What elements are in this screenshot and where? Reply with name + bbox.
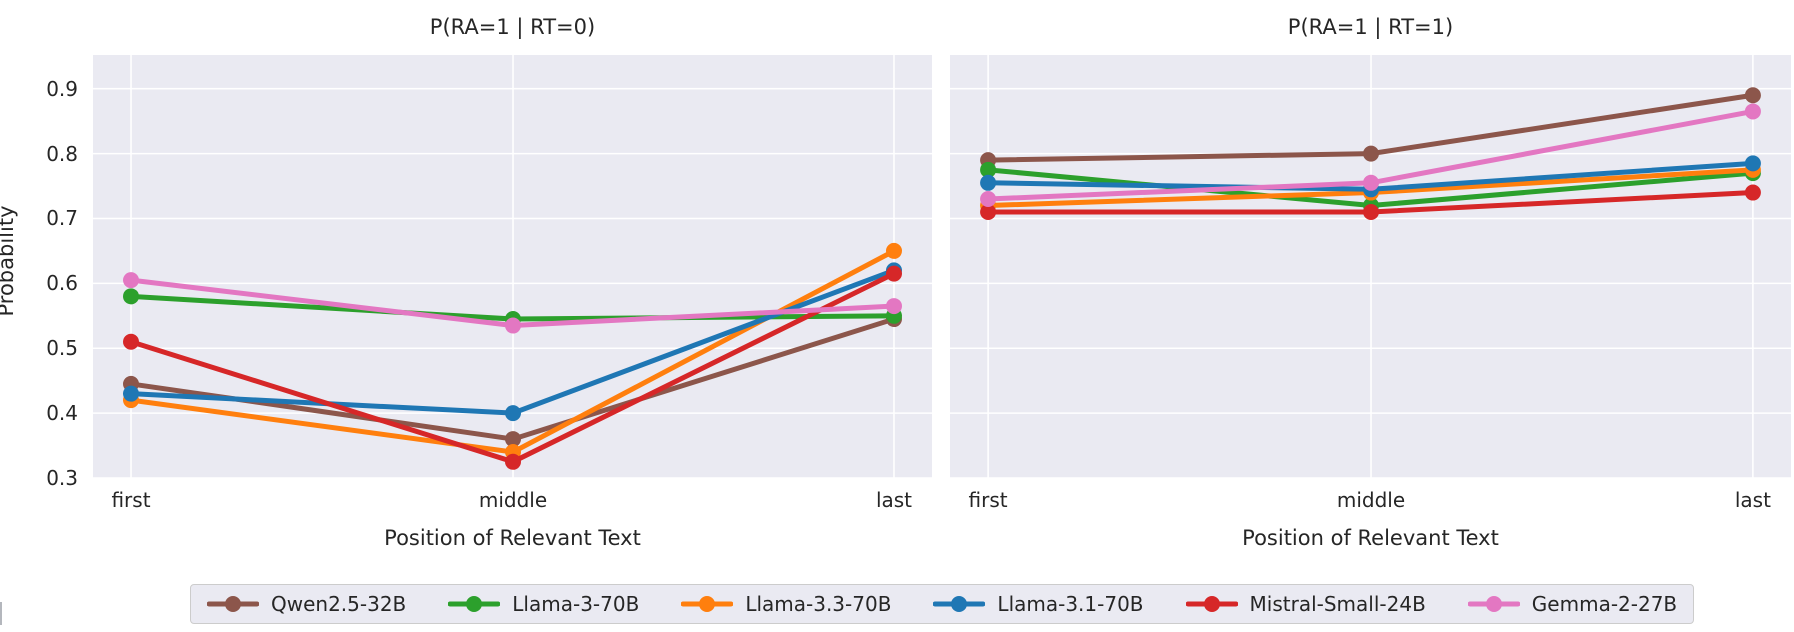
legend-label: Mistral-Small-24B xyxy=(1249,592,1426,616)
data-point-Gemma-2-27B xyxy=(1363,174,1380,191)
data-point-Llama-3.1-70B xyxy=(1744,155,1761,172)
legend-item-Mistral-Small-24B: Mistral-Small-24B xyxy=(1185,592,1426,616)
data-point-Qwen2.5-32B xyxy=(1744,87,1761,104)
data-point-Gemma-2-27B xyxy=(505,317,522,334)
data-point-Qwen2.5-32B xyxy=(1363,145,1380,162)
legend-item-Qwen2.5-32B: Qwen2.5-32B xyxy=(207,592,406,616)
y-tick-label: 0.5 xyxy=(46,336,78,361)
legend-key-icon xyxy=(933,596,986,612)
legend-label: Llama-3.1-70B xyxy=(997,592,1144,616)
legend-item-Llama-3.1-70B: Llama-3.1-70B xyxy=(933,592,1144,616)
plot-canvas xyxy=(93,55,932,479)
data-point-Mistral-Small-24B xyxy=(123,333,140,350)
legend-key-icon xyxy=(448,596,501,612)
legend-key-icon xyxy=(681,596,734,612)
data-point-Llama-3.1-70B xyxy=(123,385,140,402)
panel-left: P(RA=1 | RT=0) 0.3 0.4 0.5 0.6 0.7 0.8 0.9 firs… xyxy=(46,15,932,550)
legend: Qwen2.5-32B Llama-3-70B Llama-3.3-70B Llama… xyxy=(190,584,1695,624)
legend-key-icon xyxy=(1185,596,1238,612)
data-point-Mistral-Small-24B xyxy=(980,204,997,221)
legend-label: Qwen2.5-32B xyxy=(271,592,407,616)
data-point-Qwen2.5-32B xyxy=(505,431,522,448)
x-tick-label: first xyxy=(968,488,1008,512)
x-tick-label: last xyxy=(1734,488,1771,512)
data-point-Llama-3-70B xyxy=(980,161,997,178)
data-point-Mistral-Small-24B xyxy=(885,265,902,282)
legend-item-Llama-3.3-70B: Llama-3.3-70B xyxy=(681,592,891,616)
legend-item-Gemma-2-27B: Gemma-2-27B xyxy=(1467,592,1678,616)
legend-label: Gemma-2-27B xyxy=(1531,592,1678,616)
data-point-Gemma-2-27B xyxy=(123,272,140,289)
panel-left-title: P(RA=1 | RT=0) xyxy=(429,15,596,39)
x-tick-label: middle xyxy=(1336,488,1406,512)
legend-item-Llama-3-70B: Llama-3-70B xyxy=(448,592,639,616)
data-point-Gemma-2-27B xyxy=(1744,103,1761,120)
x-tick-label: first xyxy=(111,488,151,512)
window-edge-artifact xyxy=(0,602,2,625)
x-tick-label: last xyxy=(875,488,913,512)
data-point-Llama-3.3-70B xyxy=(885,242,902,259)
plot-canvas xyxy=(950,55,1791,479)
data-point-Llama-3.1-70B xyxy=(505,405,522,422)
data-point-Llama-3-70B xyxy=(123,288,140,305)
panel-right: P(RA=1 | RT=1) first middle last Position o… xyxy=(950,15,1791,550)
panel-right-title: P(RA=1 | RT=1) xyxy=(1287,15,1454,39)
legend-key-icon xyxy=(207,596,259,612)
x-axis-label: Position of Relevant Text xyxy=(1242,526,1499,550)
x-axis-label: Position of Relevant Text xyxy=(384,526,641,550)
y-tick-label: 0.8 xyxy=(46,141,78,166)
y-tick-label: 0.3 xyxy=(46,466,78,490)
data-point-Gemma-2-27B xyxy=(885,298,902,315)
data-point-Mistral-Small-24B xyxy=(1363,204,1380,221)
data-point-Llama-3.1-70B xyxy=(980,174,997,191)
legend-label: Llama-3.3-70B xyxy=(745,592,892,616)
x-tick-label: middle xyxy=(478,488,548,512)
y-tick-label: 0.9 xyxy=(46,76,78,101)
data-point-Mistral-Small-24B xyxy=(505,453,522,470)
y-tick-label: 0.6 xyxy=(46,271,78,296)
legend-key-icon xyxy=(1467,596,1520,612)
legend-label: Llama-3-70B xyxy=(512,592,640,616)
data-point-Gemma-2-27B xyxy=(980,191,997,208)
y-axis-label: Probability xyxy=(0,205,18,317)
data-point-Mistral-Small-24B xyxy=(1744,184,1761,201)
y-tick-label: 0.7 xyxy=(46,206,78,231)
y-tick-label: 0.4 xyxy=(46,401,78,426)
